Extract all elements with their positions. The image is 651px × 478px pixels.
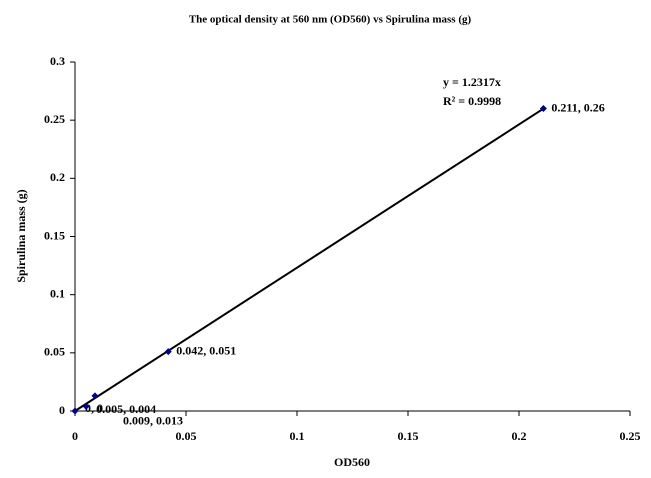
y-tick-label: 0.05 (44, 345, 65, 359)
trendline (74, 107, 544, 412)
y-axis-label: Spirulina mass (g) (14, 189, 28, 282)
x-axis-label: OD560 (334, 455, 370, 469)
point (539, 105, 547, 113)
x-tick-label: 0 (72, 429, 78, 443)
y-tick-label: 0.2 (50, 170, 65, 184)
x-tick-label: 0.25 (620, 429, 641, 443)
y-tick-label: 0 (59, 403, 65, 417)
data-label: 0.005, 0.004 (96, 402, 156, 416)
data-label: 0.042, 0.051 (176, 343, 236, 357)
data-label: 0.009, 0.013 (123, 414, 183, 428)
point (91, 392, 99, 400)
point (71, 407, 79, 415)
x-tick-label: 0.05 (176, 429, 197, 443)
x-tick-label: 0.2 (512, 429, 527, 443)
chart-title: The optical density at 560 nm (OD560) vs… (189, 14, 472, 26)
y-tick-label: 0.1 (50, 286, 65, 300)
x-tick-label: 0.15 (398, 429, 419, 443)
x-tick-label: 0.1 (290, 429, 305, 443)
y-tick-label: 0.3 (50, 54, 65, 68)
data-label: 0, 0 (85, 401, 103, 415)
trendline-equation: y = 1.2317x (443, 75, 501, 89)
point (82, 402, 90, 410)
trendline-r-squared: R² = 0.9998 (443, 94, 501, 108)
data-label: 0.211, 0.26 (551, 100, 604, 114)
y-tick-label: 0.15 (44, 228, 65, 242)
y-tick-label: 0.25 (44, 112, 65, 126)
point (164, 348, 172, 356)
